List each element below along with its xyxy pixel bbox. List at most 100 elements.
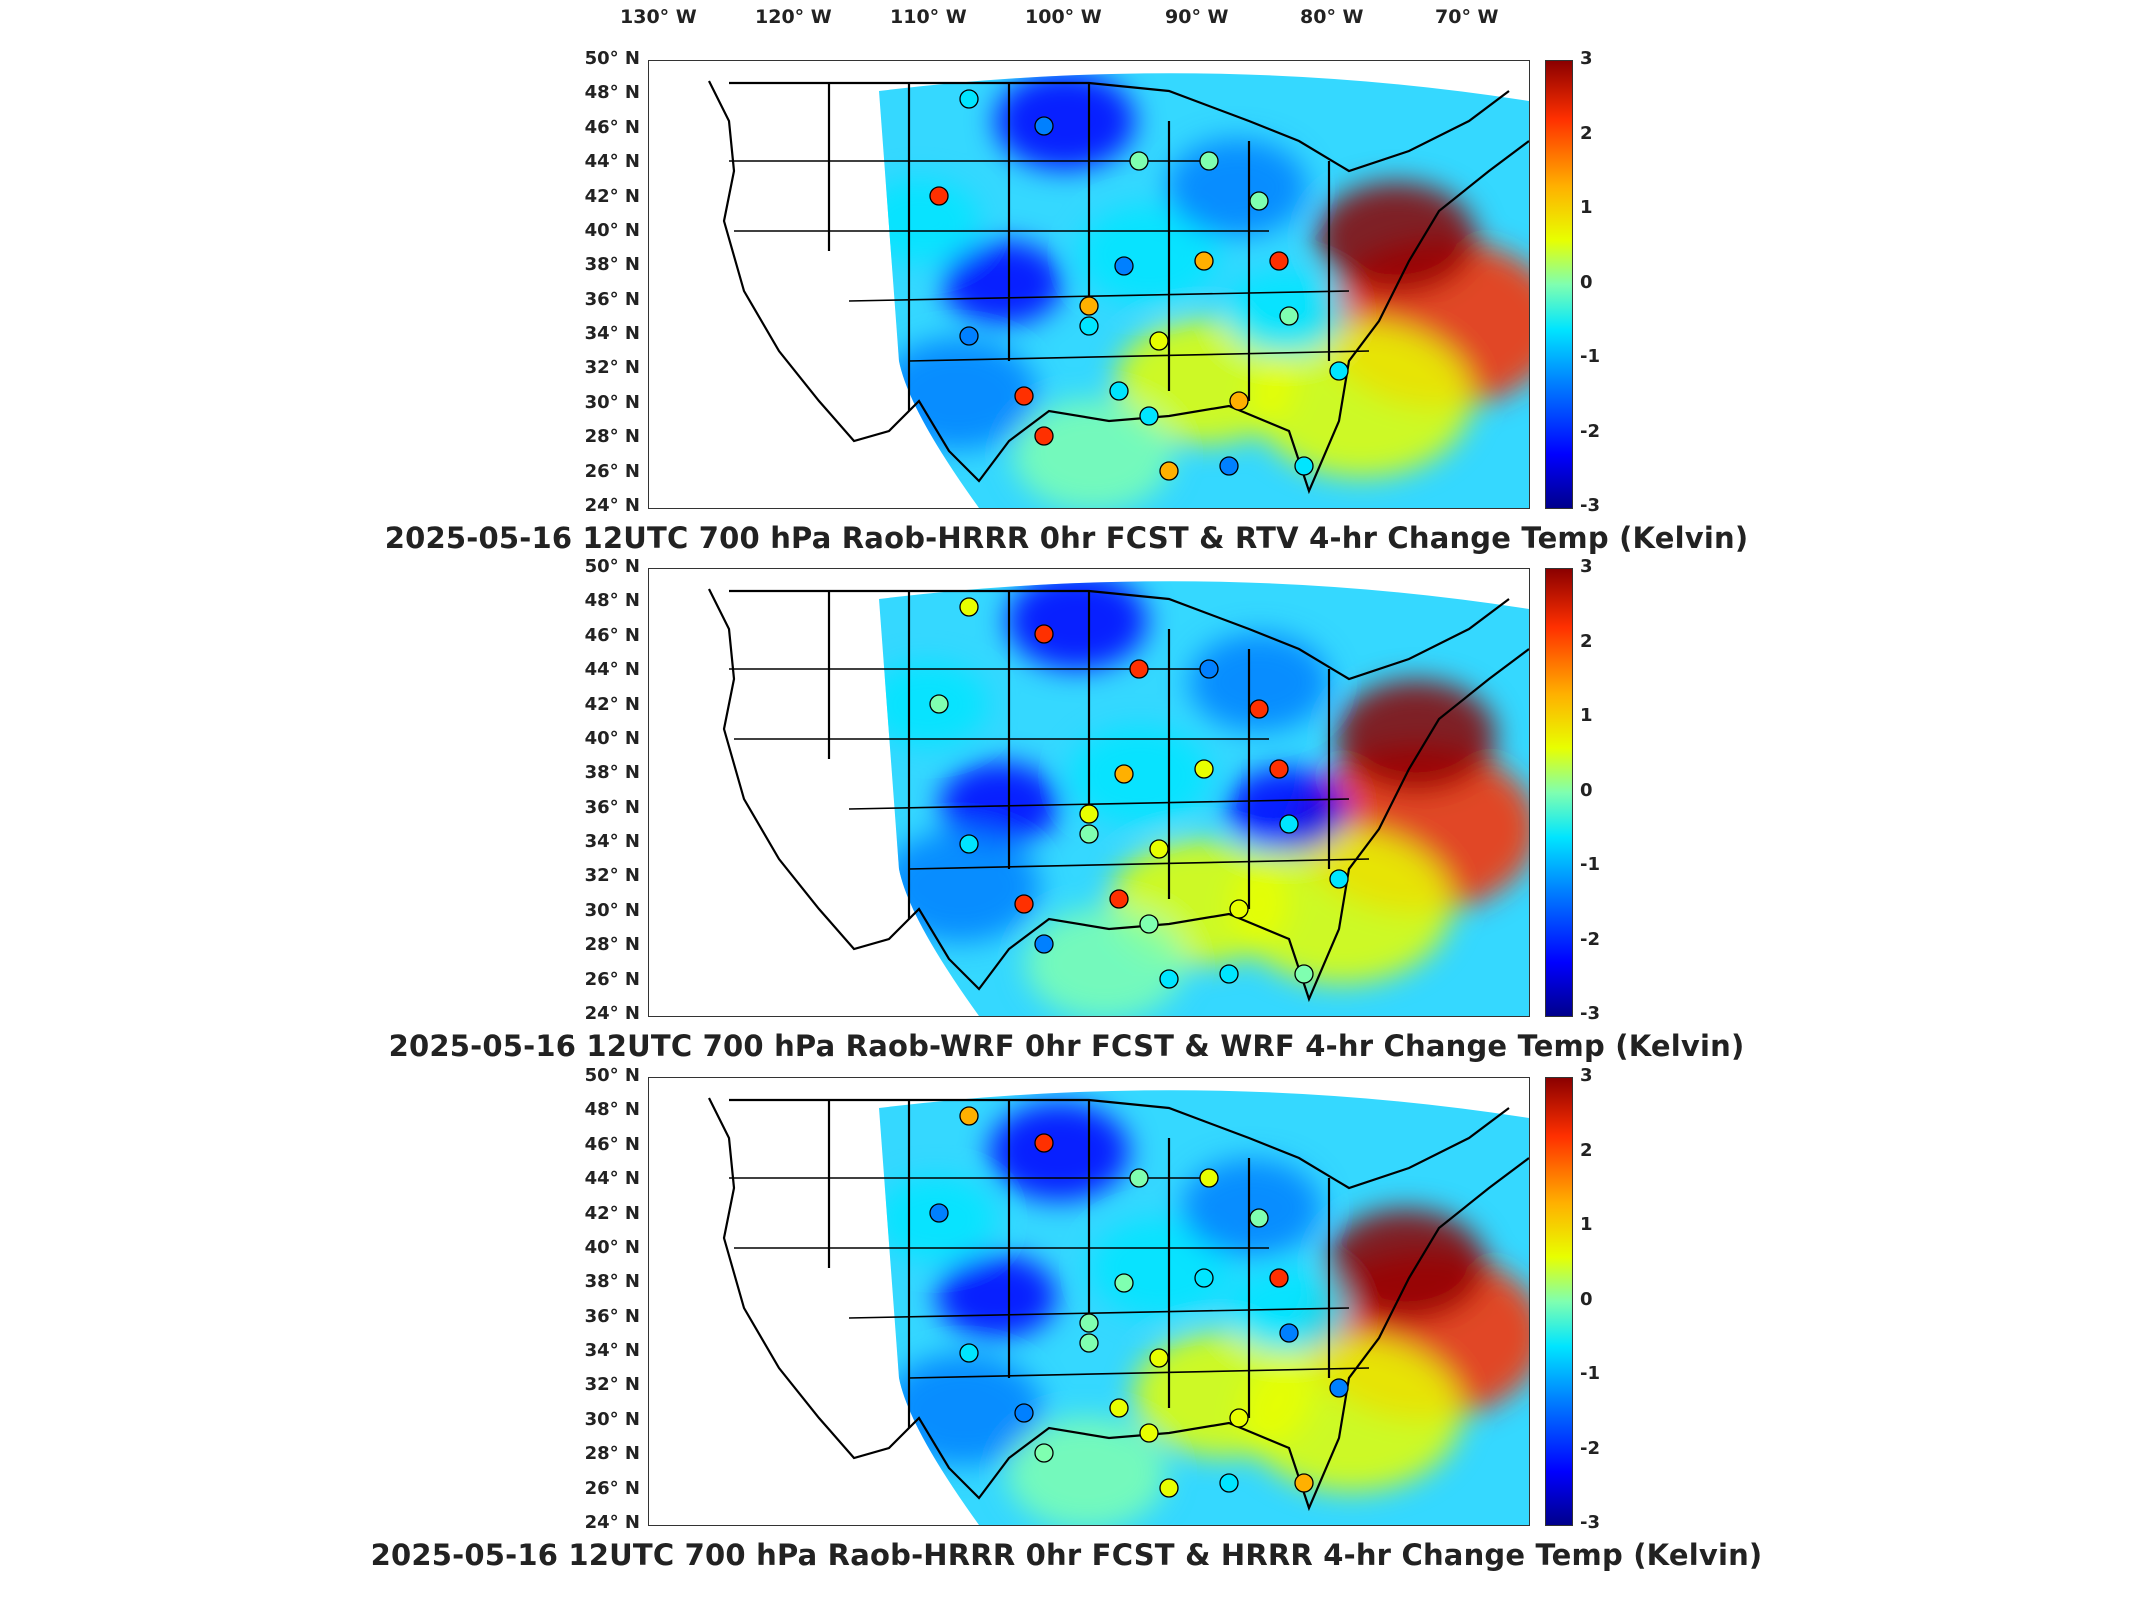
raob-station-marker <box>1219 456 1239 476</box>
lat-label: 40° N <box>584 219 640 241</box>
lat-label: 28° N <box>584 426 640 448</box>
colorbar <box>1545 60 1573 509</box>
lat-label: 38° N <box>584 762 640 784</box>
raob-station-marker <box>1034 1133 1054 1153</box>
raob-station-marker <box>929 1203 949 1223</box>
temperature-field <box>879 581 1529 1016</box>
raob-station-marker <box>1199 1168 1219 1188</box>
raob-station-marker <box>959 89 979 109</box>
colorbar-tick-label: 1 <box>1580 197 1593 218</box>
lat-label: 48° N <box>584 1099 640 1121</box>
raob-station-marker <box>1199 659 1219 679</box>
lat-label: 38° N <box>584 1271 640 1293</box>
lat-label: 26° N <box>584 1477 640 1499</box>
lat-label: 44° N <box>584 1168 640 1190</box>
raob-stations <box>929 89 1349 481</box>
state-boundaries <box>708 588 1529 1003</box>
raob-station-marker <box>1159 461 1179 481</box>
colorbar <box>1545 1077 1573 1526</box>
lat-label: 24° N <box>584 1512 640 1533</box>
colorbar-tick-label: -1 <box>1580 1363 1600 1384</box>
raob-station-marker <box>1219 1473 1239 1493</box>
colorbar-tick-label: 0 <box>1580 271 1593 293</box>
raob-station-marker <box>1114 764 1134 784</box>
colorbar-tick-label: 0 <box>1580 1288 1593 1310</box>
raob-station-marker <box>1269 251 1289 271</box>
lat-label: 26° N <box>584 968 640 990</box>
lat-label: 46° N <box>584 1133 640 1155</box>
raob-station-marker <box>1114 256 1134 276</box>
raob-station-marker <box>1294 1473 1314 1493</box>
raob-station-marker <box>1279 814 1299 834</box>
raob-station-marker <box>1129 1168 1149 1188</box>
lat-label: 40° N <box>584 1236 640 1258</box>
colorbar-tick-label: -2 <box>1580 420 1600 442</box>
raob-station-marker <box>929 186 949 206</box>
lat-label: 30° N <box>584 391 640 413</box>
raob-station-marker <box>1109 1398 1129 1418</box>
raob-station-marker <box>1014 894 1034 914</box>
lat-label: 46° N <box>584 116 640 138</box>
state-boundaries <box>708 80 1529 495</box>
lat-label: 38° N <box>584 254 640 276</box>
temperature-change-map <box>648 60 1530 509</box>
colorbar-tick-label: 3 <box>1580 48 1593 69</box>
raob-station-marker <box>1329 1378 1349 1398</box>
raob-station-marker <box>1034 1443 1054 1463</box>
raob-station-marker <box>959 326 979 346</box>
raob-station-marker <box>1219 964 1239 984</box>
raob-station-marker <box>1079 1313 1099 1333</box>
colorbar-tick-label: 2 <box>1580 1139 1593 1161</box>
raob-station-marker <box>1079 804 1099 824</box>
colorbar-tick-label: 3 <box>1580 1065 1593 1086</box>
lat-label: 50° N <box>584 48 640 69</box>
lon-label: 110° W <box>890 6 967 28</box>
raob-station-marker <box>1034 624 1054 644</box>
raob-station-marker <box>1114 1273 1134 1293</box>
lat-label: 36° N <box>584 288 640 310</box>
lat-label: 44° N <box>584 151 640 173</box>
lat-label: 40° N <box>584 727 640 749</box>
colorbar-tick-label: 3 <box>1580 556 1593 577</box>
lat-label: 46° N <box>584 624 640 646</box>
raob-station-marker <box>1249 699 1269 719</box>
lat-label: 32° N <box>584 865 640 887</box>
raob-station-marker <box>1194 759 1214 779</box>
colorbar-tick-label: 1 <box>1580 705 1593 726</box>
lat-label: 48° N <box>584 590 640 612</box>
raob-station-marker <box>1034 116 1054 136</box>
colorbar-tick-label: -2 <box>1580 928 1600 950</box>
raob-station-marker <box>1294 456 1314 476</box>
lon-label: 100° W <box>1025 6 1102 28</box>
lat-label: 42° N <box>584 1202 640 1224</box>
raob-station-marker <box>1149 331 1169 351</box>
raob-station-marker <box>1294 964 1314 984</box>
raob-station-marker <box>1079 824 1099 844</box>
panel-title: 2025-05-16 12UTC 700 hPa Raob-HRRR 0hr F… <box>370 1538 1763 1572</box>
colorbar-tick-label: -1 <box>1580 854 1600 875</box>
raob-station-marker <box>1329 869 1349 889</box>
raob-station-marker <box>959 1343 979 1363</box>
raob-station-marker <box>1199 151 1219 171</box>
raob-station-marker <box>1249 191 1269 211</box>
raob-station-marker <box>1229 391 1249 411</box>
map-svg <box>708 1090 1529 1525</box>
colorbar-tick-label: 2 <box>1580 122 1593 144</box>
map-svg <box>708 581 1529 1016</box>
raob-station-marker <box>1079 296 1099 316</box>
lat-label: 26° N <box>584 460 640 482</box>
colorbar-tick-label: -1 <box>1580 346 1600 367</box>
raob-station-marker <box>1109 889 1129 909</box>
colorbar-tick-label: -3 <box>1580 1512 1600 1533</box>
raob-station-marker <box>1269 759 1289 779</box>
lon-label: 90° W <box>1165 6 1229 28</box>
colorbar-tick-label: -3 <box>1580 495 1600 516</box>
raob-station-marker <box>1249 1208 1269 1228</box>
raob-station-marker <box>1109 381 1129 401</box>
raob-station-marker <box>1159 1478 1179 1498</box>
raob-station-marker <box>1279 1323 1299 1343</box>
lat-label: 28° N <box>584 1443 640 1465</box>
lat-label: 30° N <box>584 1408 640 1430</box>
temperature-field <box>879 73 1529 508</box>
lat-label: 48° N <box>584 82 640 104</box>
